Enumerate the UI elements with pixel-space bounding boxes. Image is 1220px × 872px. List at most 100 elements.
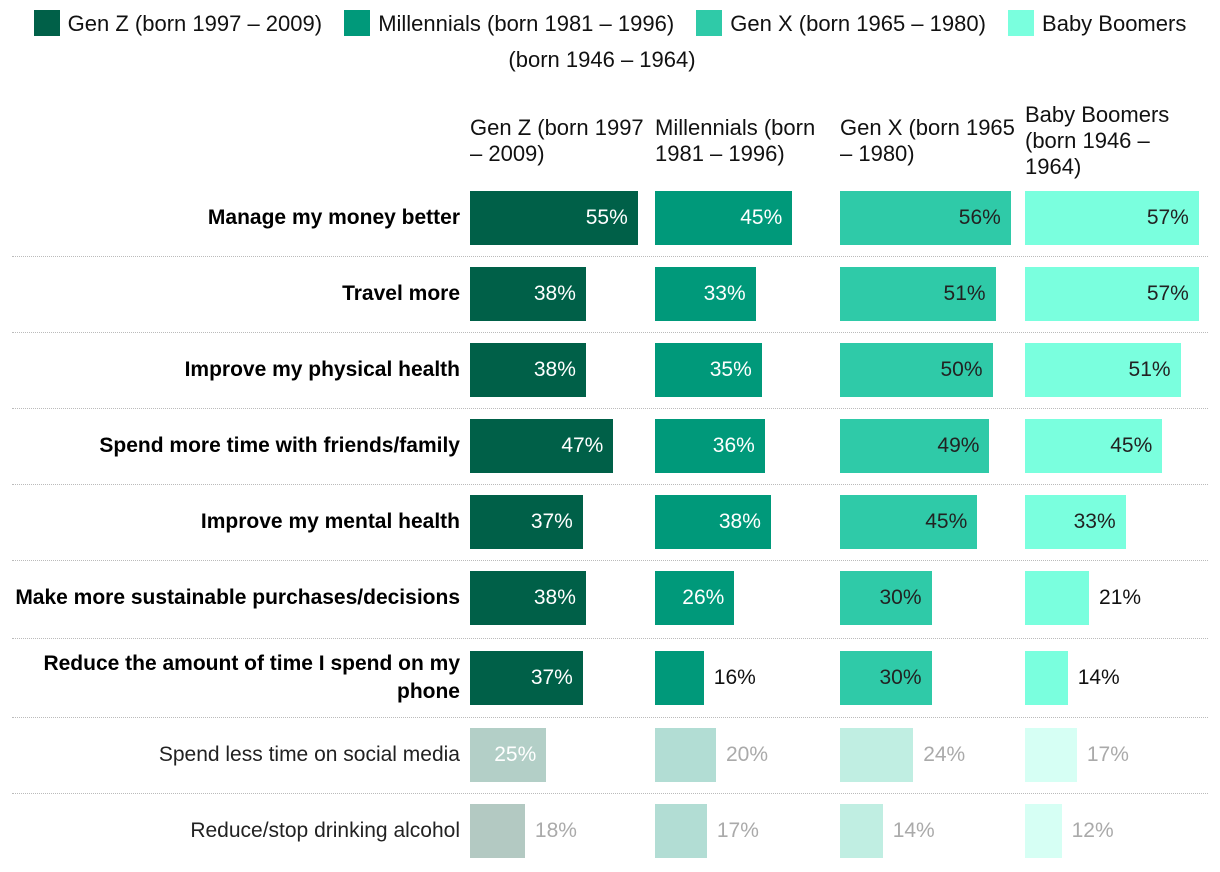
bar — [655, 191, 793, 245]
value-label: 50% — [940, 358, 983, 381]
legend-swatch — [1008, 10, 1035, 36]
category-label: Travel more — [342, 282, 460, 305]
category-label: Manage my money better — [207, 206, 460, 229]
row-separator — [12, 332, 1208, 333]
category-label: Spend more time with friends/family — [99, 434, 460, 457]
value-label: 56% — [958, 206, 1001, 229]
value-label: 14% — [1077, 666, 1120, 689]
value-label: 38% — [533, 358, 576, 381]
bar — [1025, 495, 1126, 549]
legend: Gen Z (born 1997 – 2009) Millennials (bo… — [20, 6, 1200, 78]
category-label: Reduce the amount of time I spend on my … — [43, 652, 460, 703]
row-separator — [12, 638, 1208, 639]
bar — [470, 495, 583, 549]
bar — [840, 419, 990, 473]
bar — [1025, 804, 1062, 858]
bar — [840, 267, 996, 321]
legend-item: Gen X (born 1965 – 1980) — [696, 10, 992, 36]
value-label: 30% — [879, 586, 922, 609]
value-label: 55% — [585, 206, 628, 229]
bar — [840, 343, 993, 397]
bar — [470, 651, 583, 705]
value-label: 30% — [879, 666, 922, 689]
bar — [1025, 651, 1068, 705]
value-label: 20% — [726, 743, 769, 766]
value-label: 51% — [1128, 358, 1171, 381]
bar — [655, 419, 765, 473]
bar — [655, 343, 762, 397]
bar — [1025, 728, 1077, 782]
bar — [470, 191, 638, 245]
value-label: 45% — [925, 510, 968, 533]
legend-label: Gen X (born 1965 – 1980) — [730, 11, 986, 36]
legend-swatch — [33, 10, 60, 36]
category-label: Make more sustainable purchases/decision… — [15, 586, 460, 609]
legend-swatch — [696, 10, 723, 36]
value-label: 49% — [937, 434, 980, 457]
row-separator — [12, 408, 1208, 409]
bar — [840, 651, 932, 705]
value-label: 38% — [718, 510, 761, 533]
bar — [1025, 267, 1199, 321]
bar — [470, 804, 525, 858]
bar — [840, 804, 883, 858]
column-header: Gen X (born 1965 – 1980) — [840, 115, 1015, 166]
bar — [470, 728, 547, 782]
value-label: 18% — [534, 819, 577, 842]
bar — [840, 191, 1011, 245]
value-label: 12% — [1071, 819, 1114, 842]
value-label: 33% — [1073, 510, 1116, 533]
bar — [470, 571, 586, 625]
legend-swatch — [344, 10, 371, 36]
legend-item: Gen Z (born 1997 – 2009) — [33, 10, 329, 36]
value-label: 17% — [1086, 743, 1129, 766]
bar — [655, 804, 707, 858]
category-label: Spend less time on social media — [158, 743, 460, 766]
value-label: 35% — [709, 358, 752, 381]
row-separator — [12, 793, 1208, 794]
value-label: 24% — [923, 743, 966, 766]
value-label: 47% — [561, 434, 604, 457]
category-label: Improve my physical health — [184, 358, 460, 381]
bar — [655, 571, 735, 625]
legend-label: Baby Boomers (born 1946 – 1964) — [508, 11, 1187, 72]
bar — [1025, 419, 1163, 473]
value-label: 36% — [712, 434, 755, 457]
value-label: 26% — [682, 586, 725, 609]
value-label: 25% — [494, 743, 537, 766]
value-label: 38% — [533, 282, 576, 305]
bar — [1025, 191, 1199, 245]
row-separator — [12, 716, 1208, 718]
value-label: 51% — [943, 282, 986, 305]
bar — [655, 728, 716, 782]
value-label: 33% — [703, 282, 746, 305]
bar — [840, 571, 932, 625]
legend-item: Baby Boomers (born 1946 – 1964) — [508, 10, 1187, 72]
row-separator — [12, 256, 1208, 257]
bar — [1025, 343, 1181, 397]
column-header: Millennials (born 1981 – 1996) — [655, 115, 816, 166]
value-label: 21% — [1099, 586, 1142, 609]
row-separator — [12, 560, 1208, 561]
value-label: 57% — [1146, 206, 1189, 229]
category-label: Improve my mental health — [200, 510, 460, 533]
bar — [1025, 571, 1090, 625]
value-label: 17% — [716, 819, 759, 842]
value-label: 45% — [1110, 434, 1153, 457]
bar — [470, 419, 614, 473]
value-label: 37% — [530, 510, 573, 533]
value-label: 37% — [530, 666, 573, 689]
bar — [655, 651, 704, 705]
bar — [840, 728, 914, 782]
value-label: 57% — [1146, 282, 1189, 305]
bar — [840, 495, 978, 549]
bar — [655, 495, 771, 549]
legend-label: Millennials (born 1981 – 1996) — [378, 11, 675, 36]
value-label: 38% — [533, 586, 576, 609]
bar — [655, 267, 756, 321]
value-label: 45% — [740, 206, 783, 229]
column-header: Baby Boomers (born 1946 – 1964) — [1025, 102, 1170, 179]
legend-label: Gen Z (born 1997 – 2009) — [67, 11, 323, 36]
value-label: 14% — [892, 819, 935, 842]
